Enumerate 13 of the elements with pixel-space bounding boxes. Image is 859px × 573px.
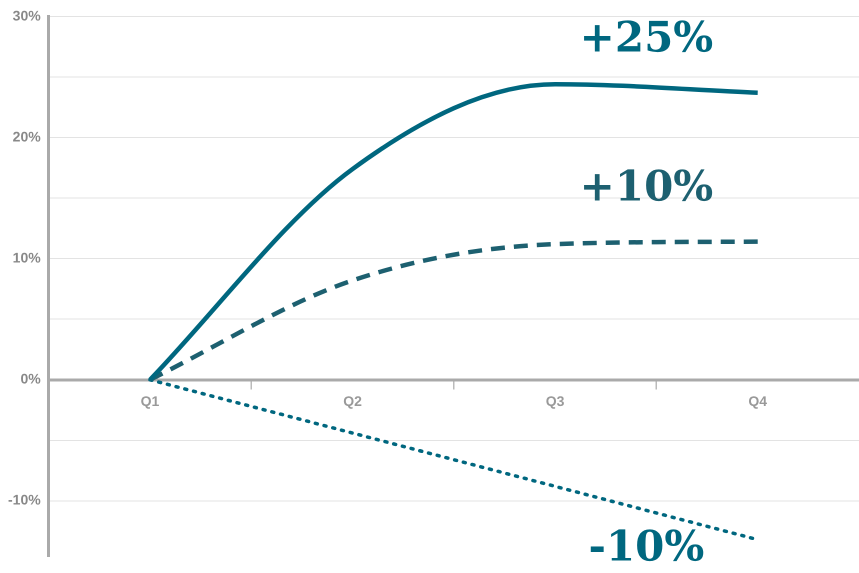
- line-series: [148, 239, 760, 382]
- annotation: -10%: [588, 522, 704, 571]
- y-tick-label: 0%: [20, 370, 42, 387]
- x-tick-label: Q2: [343, 393, 362, 410]
- x-tick-label: Q1: [140, 393, 160, 410]
- y-tick-label: 10%: [12, 250, 42, 266]
- y-tick-label: 20%: [12, 128, 42, 144]
- x-tick-label: Q3: [546, 393, 565, 410]
- x-tick-label: Q4: [748, 393, 768, 410]
- annotation: +25%: [580, 12, 714, 62]
- y-tick-label: 30%: [12, 7, 42, 24]
- y-tick-label: -10%: [8, 492, 42, 508]
- annotation: +10%: [580, 162, 714, 211]
